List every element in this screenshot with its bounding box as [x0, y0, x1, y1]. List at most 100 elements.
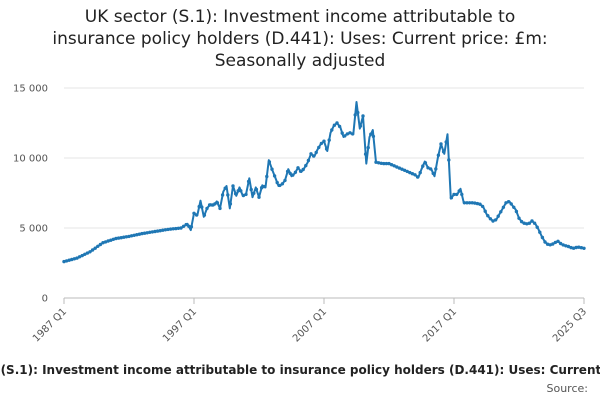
data-point — [114, 236, 118, 241]
data-point — [410, 172, 415, 176]
data-point — [340, 131, 344, 135]
data-point — [447, 158, 451, 162]
data-point — [88, 250, 92, 254]
data-point — [509, 202, 513, 206]
data-point — [462, 201, 467, 205]
data-point — [389, 163, 394, 167]
data-point — [363, 152, 368, 156]
data-point — [314, 150, 318, 155]
data-point — [569, 245, 573, 250]
data-point — [527, 221, 532, 225]
data-point — [106, 239, 110, 243]
data-point — [361, 114, 365, 118]
data-point — [415, 175, 420, 179]
data-point — [259, 186, 264, 190]
data-point — [428, 167, 433, 171]
source-label: Source: — [546, 382, 589, 395]
data-point — [207, 203, 212, 207]
data-point — [301, 167, 305, 172]
data-point — [402, 168, 407, 172]
data-point — [348, 131, 352, 135]
data-point — [387, 161, 391, 166]
data-point — [475, 201, 480, 206]
data-point — [296, 166, 300, 170]
data-point — [421, 164, 425, 168]
data-point — [501, 205, 506, 209]
data-point — [249, 187, 253, 192]
data-point — [236, 189, 240, 193]
data-point — [171, 227, 175, 231]
data-point — [441, 150, 446, 154]
data-point — [405, 169, 409, 174]
data-point — [67, 258, 71, 262]
data-point — [228, 202, 233, 206]
data-point — [62, 259, 66, 264]
data-point — [309, 152, 313, 156]
data-point — [512, 205, 516, 209]
data-point — [548, 243, 552, 247]
data-point — [257, 195, 261, 199]
data-point — [379, 161, 383, 165]
data-point — [213, 202, 217, 206]
data-point — [304, 163, 308, 168]
data-point — [322, 139, 326, 143]
data-point — [205, 206, 209, 211]
data-point — [70, 257, 74, 262]
data-point — [449, 196, 454, 200]
data-point — [127, 234, 131, 239]
data-point — [80, 253, 84, 258]
data-point — [174, 226, 178, 231]
data-point — [77, 255, 82, 259]
data-point — [371, 134, 376, 139]
data-point — [231, 184, 235, 188]
x-tick-label: 1987 Q1 — [31, 306, 69, 344]
data-point — [517, 216, 521, 220]
data-point — [226, 193, 230, 197]
data-point — [330, 128, 334, 132]
data-point — [574, 245, 578, 250]
data-point — [465, 201, 469, 205]
data-point — [254, 187, 259, 192]
data-point — [577, 245, 581, 249]
y-tick-label: 15 000 — [13, 84, 48, 95]
data-point — [262, 184, 266, 189]
data-point — [101, 241, 105, 245]
data-point — [408, 170, 412, 175]
data-point — [298, 169, 303, 173]
data-point — [109, 238, 113, 242]
data-point — [327, 138, 331, 142]
data-point — [210, 203, 214, 207]
x-tick-label: 2025 Q3 — [551, 306, 589, 344]
data-point — [148, 230, 152, 234]
data-point — [267, 160, 272, 164]
data-point — [470, 201, 474, 205]
data-point — [395, 165, 399, 169]
data-point — [343, 134, 347, 138]
data-point — [179, 226, 183, 230]
series-legend: UK sector (S.1): Investment income attri… — [0, 363, 600, 381]
data-point — [356, 110, 360, 115]
data-point — [374, 160, 378, 164]
data-point — [551, 242, 555, 246]
data-point — [246, 179, 251, 184]
series-legend-label: UK sector (S.1): Investment income attri… — [0, 363, 600, 377]
data-point — [506, 200, 511, 204]
data-point — [122, 235, 126, 239]
data-point — [571, 246, 576, 250]
data-point — [72, 257, 77, 261]
data-point — [434, 167, 438, 171]
data-point — [558, 241, 563, 246]
data-point — [197, 204, 201, 209]
data-point — [556, 239, 560, 243]
data-point — [252, 191, 256, 195]
data-point — [400, 167, 404, 171]
data-point — [335, 121, 339, 125]
data-point — [244, 192, 248, 197]
data-point — [345, 132, 350, 136]
data-point — [161, 228, 165, 232]
data-point — [283, 178, 287, 183]
series-line — [63, 101, 585, 263]
data-point — [200, 205, 204, 209]
series-layer — [62, 101, 586, 264]
data-point — [491, 219, 495, 223]
